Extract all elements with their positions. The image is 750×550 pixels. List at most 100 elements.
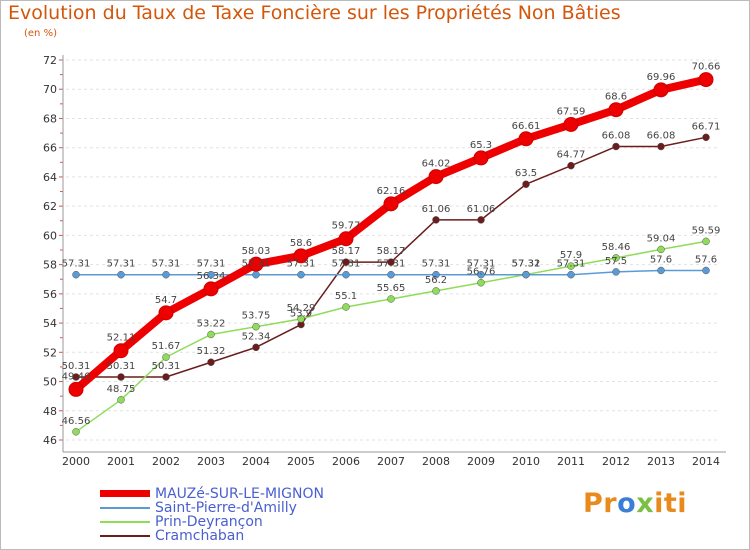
y-tick-label: 70 [43,83,57,96]
legend-item-prin: Prin-Deyrançon [100,513,263,530]
data-label-2: 46.56 [62,416,91,427]
logo-letter: r [603,488,618,519]
x-tick-label: 2003 [197,455,225,468]
data-label-1: 57.6 [695,254,717,265]
data-label-0: 54.7 [155,295,177,306]
series-point-0 [338,231,354,247]
data-label-3: 51.32 [197,346,226,357]
x-tick-label: 2001 [107,455,135,468]
legend-item-cramchaban: Cramchaban [100,527,245,544]
data-label-3: 64.77 [557,150,586,161]
series-point-1 [72,270,80,279]
data-label-3: 58.17 [332,246,361,257]
series-point-1 [567,270,575,279]
x-tick-label: 2010 [512,455,540,468]
data-label-0: 64.02 [422,159,451,170]
x-tick-label: 2009 [467,455,495,468]
data-label-1: 57.31 [332,259,361,270]
data-label-1: 57.31 [512,259,541,270]
data-label-2: 48.75 [107,384,136,395]
data-label-2: 57.9 [560,250,582,261]
legend-label: Saint-Pierre-d'Amilly [155,499,297,516]
series-point-1 [117,270,125,279]
series-point-0 [383,196,399,212]
x-tick-label: 2007 [377,455,405,468]
y-tick-label: 54 [43,317,57,330]
series-point-3 [342,258,350,266]
series-point-3 [567,161,575,170]
chart-subtitle: (en %) [24,28,57,39]
series-point-0 [248,256,264,272]
data-label-0: 69.96 [647,72,676,83]
data-label-1: 57.31 [377,259,406,270]
data-label-1: 57.31 [152,259,181,270]
y-tick-label: 58 [43,259,57,272]
legend-label: Cramchaban [155,527,245,544]
data-label-1: 57.31 [197,259,226,270]
series-point-1 [432,270,440,279]
data-label-3: 66.71 [692,121,721,132]
logo-letter: t [663,488,678,519]
legend-item-mauze: MAUZé-SUR-LE-MIGNON [100,486,324,502]
series-point-1 [522,270,530,279]
proxiti-logo: Proxiti [583,488,687,519]
data-label-2: 58.46 [602,242,631,253]
logo-letter: P [583,488,604,519]
data-label-2: 56.2 [425,275,447,286]
series-point-0 [473,150,489,166]
series-line-2 [75,240,707,433]
y-tick-label: 64 [43,171,57,184]
legend-label: Prin-Deyrançon [155,513,263,530]
y-tick-label: 72 [43,54,57,67]
series-point-3 [387,258,395,266]
series-point-2 [657,245,665,254]
series-point-0 [293,248,309,264]
data-label-1: 57.31 [467,259,496,270]
data-label-0: 68.6 [605,92,627,103]
series-point-2 [297,315,305,323]
series-point-3 [72,373,80,381]
series-point-0 [203,281,219,297]
series-point-3 [117,373,125,381]
data-label-3: 66.08 [602,131,631,142]
series-point-2 [702,237,710,246]
data-label-1: 57.31 [287,259,316,270]
series-point-0 [428,169,444,185]
data-label-3: 66.08 [647,131,676,142]
x-tick-label: 2000 [62,455,90,468]
series-points [68,72,714,436]
series-point-2 [387,295,395,303]
x-tick-label: 2011 [557,455,585,468]
data-label-3: 52.34 [242,331,271,342]
data-label-3: 61.06 [422,204,451,215]
x-tick-label: 2004 [242,455,270,468]
data-label-0: 56.34 [197,271,226,282]
data-label-2: 55.1 [335,291,357,302]
series-point-2 [72,428,80,436]
logo-letter: o [617,488,637,519]
data-label-3: 58.17 [377,246,406,257]
series-point-2 [162,353,170,361]
data-label-2: 53.22 [197,318,226,329]
legend-swatch [100,490,150,497]
data-label-2: 59.59 [692,225,721,236]
data-label-3: 53.9 [290,309,312,320]
data-label-3: 50.31 [107,361,136,372]
data-label-0: 62.16 [377,186,406,197]
y-tick-label: 46 [43,434,57,447]
data-label-0: 58.03 [242,246,271,257]
y-tick-label: 66 [43,142,57,155]
data-label-0: 66.61 [512,121,541,132]
logo-letter: x [636,488,655,519]
legend-swatch [100,506,150,509]
x-tick-label: 2008 [422,455,450,468]
data-label-2: 57.32 [512,259,541,270]
series-point-2 [117,396,125,404]
data-label-1: 57.31 [107,259,136,270]
x-tick-label: 2014 [692,455,720,468]
data-label-1: 57.31 [557,259,586,270]
data-label-0: 58.6 [290,238,312,249]
series-point-0 [158,305,174,321]
series-point-0 [563,116,579,132]
data-label-0: 70.66 [692,62,721,73]
